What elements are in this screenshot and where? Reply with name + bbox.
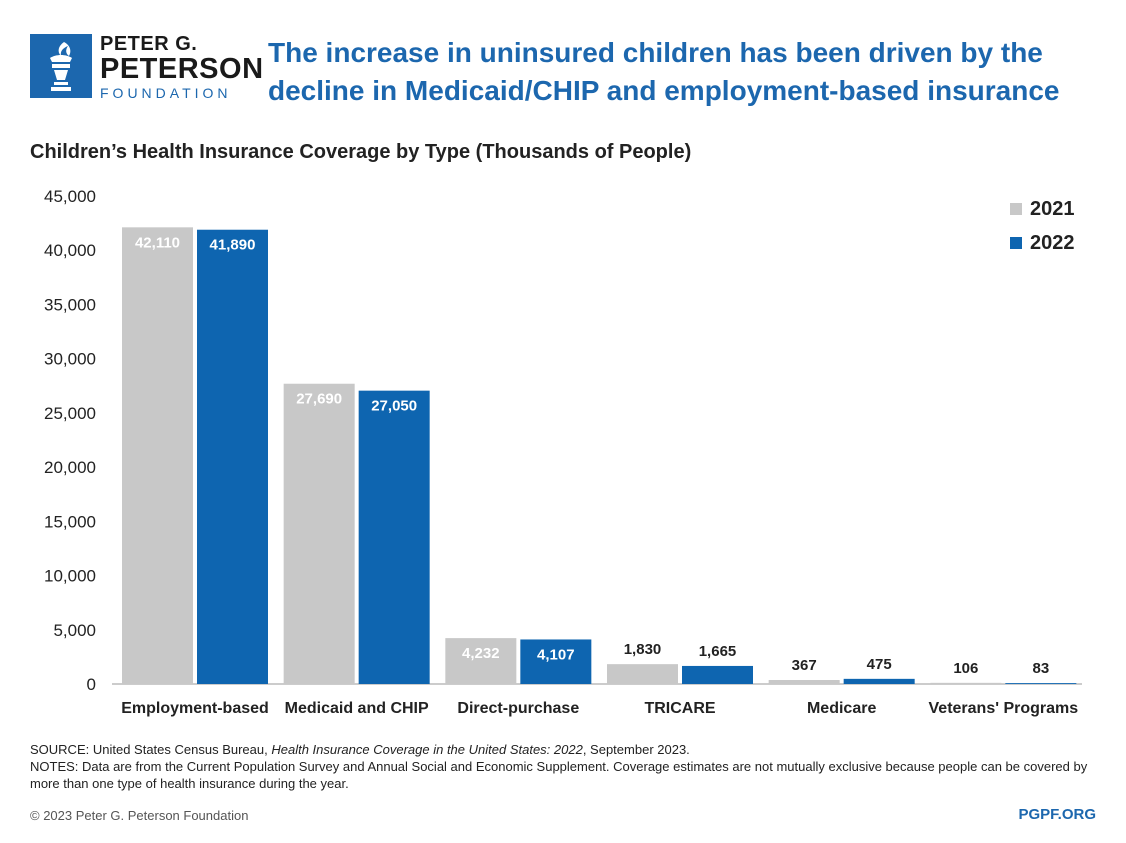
x-tick-label: Veterans' Programs [929, 700, 1079, 717]
y-tick-label: 40,000 [44, 241, 96, 260]
headline: The increase in uninsured children has b… [268, 37, 1060, 106]
source-title: Health Insurance Coverage in the United … [271, 742, 583, 757]
y-tick-label: 0 [87, 675, 96, 694]
x-tick-label: Employment-based [121, 700, 269, 717]
y-tick-label: 45,000 [44, 187, 96, 206]
brand-line-3: FOUNDATION [100, 85, 232, 101]
bar-2022 [1005, 683, 1077, 684]
bar-2022 [520, 639, 592, 684]
chart-legend: 2021 2022 [1010, 192, 1075, 260]
y-tick-label: 25,000 [44, 404, 96, 423]
data-label: 4,232 [462, 645, 500, 662]
bar-2021 [607, 664, 678, 684]
data-label: 4,107 [537, 646, 575, 663]
brand-line-2: PETERSON [100, 53, 264, 85]
data-label: 1,665 [699, 643, 737, 660]
y-tick-label: 35,000 [44, 295, 96, 314]
bar-2021 [930, 682, 1002, 684]
legend-swatch-2021 [1010, 203, 1022, 215]
bar-2021 [283, 383, 355, 684]
brand-line-1: PETER G. [100, 33, 198, 55]
source-line: SOURCE: United States Census Bureau, Hea… [30, 741, 1100, 758]
brand-logo: PETER G. PETERSON FOUNDATION [100, 34, 264, 100]
bar-2022 [843, 678, 915, 684]
x-tick-label: Direct-purchase [457, 700, 579, 717]
data-label: 475 [867, 656, 892, 673]
data-label: 41,890 [210, 237, 256, 254]
bar-2022 [358, 390, 430, 684]
footer-notes: SOURCE: United States Census Bureau, Hea… [30, 741, 1100, 792]
data-label: 27,050 [371, 398, 417, 415]
chart-title: Children’s Health Insurance Coverage by … [30, 141, 692, 163]
y-tick-label: 20,000 [44, 458, 96, 477]
source-prefix: SOURCE: United States Census Bureau, [30, 742, 272, 757]
data-label: 106 [953, 660, 978, 677]
y-tick-label: 10,000 [44, 567, 96, 586]
legend-label-2022: 2022 [1030, 231, 1075, 254]
notes-text: NOTES: Data are from the Current Populat… [30, 759, 1088, 791]
site-link[interactable]: PGPF.ORG [1018, 806, 1096, 823]
x-tick-label: Medicaid and CHIP [285, 700, 429, 717]
x-tick-label: TRICARE [644, 700, 715, 717]
data-label: 42,110 [135, 234, 180, 251]
legend-swatch-2022 [1010, 237, 1022, 249]
bar-2022 [197, 229, 268, 684]
y-tick-label: 30,000 [44, 350, 96, 369]
bar-2021 [445, 638, 517, 684]
data-label: 27,690 [296, 391, 342, 408]
torch-icon [30, 34, 92, 98]
y-tick-label: 15,000 [44, 512, 96, 531]
data-label: 83 [1032, 660, 1049, 677]
y-tick-label: 5,000 [53, 621, 96, 640]
bar-2021 [122, 227, 193, 684]
source-suffix: , September 2023. [582, 742, 690, 757]
x-tick-label: Medicare [807, 700, 876, 717]
data-label: 1,830 [624, 641, 662, 658]
copyright: © 2023 Peter G. Peterson Foundation [30, 808, 249, 823]
data-label: 367 [792, 657, 817, 674]
bar-2022 [682, 665, 753, 684]
legend-item-2021: 2021 [1010, 192, 1075, 226]
legend-item-2022: 2022 [1010, 226, 1075, 260]
bar-2021 [768, 680, 840, 684]
legend-label-2021: 2021 [1030, 197, 1075, 220]
